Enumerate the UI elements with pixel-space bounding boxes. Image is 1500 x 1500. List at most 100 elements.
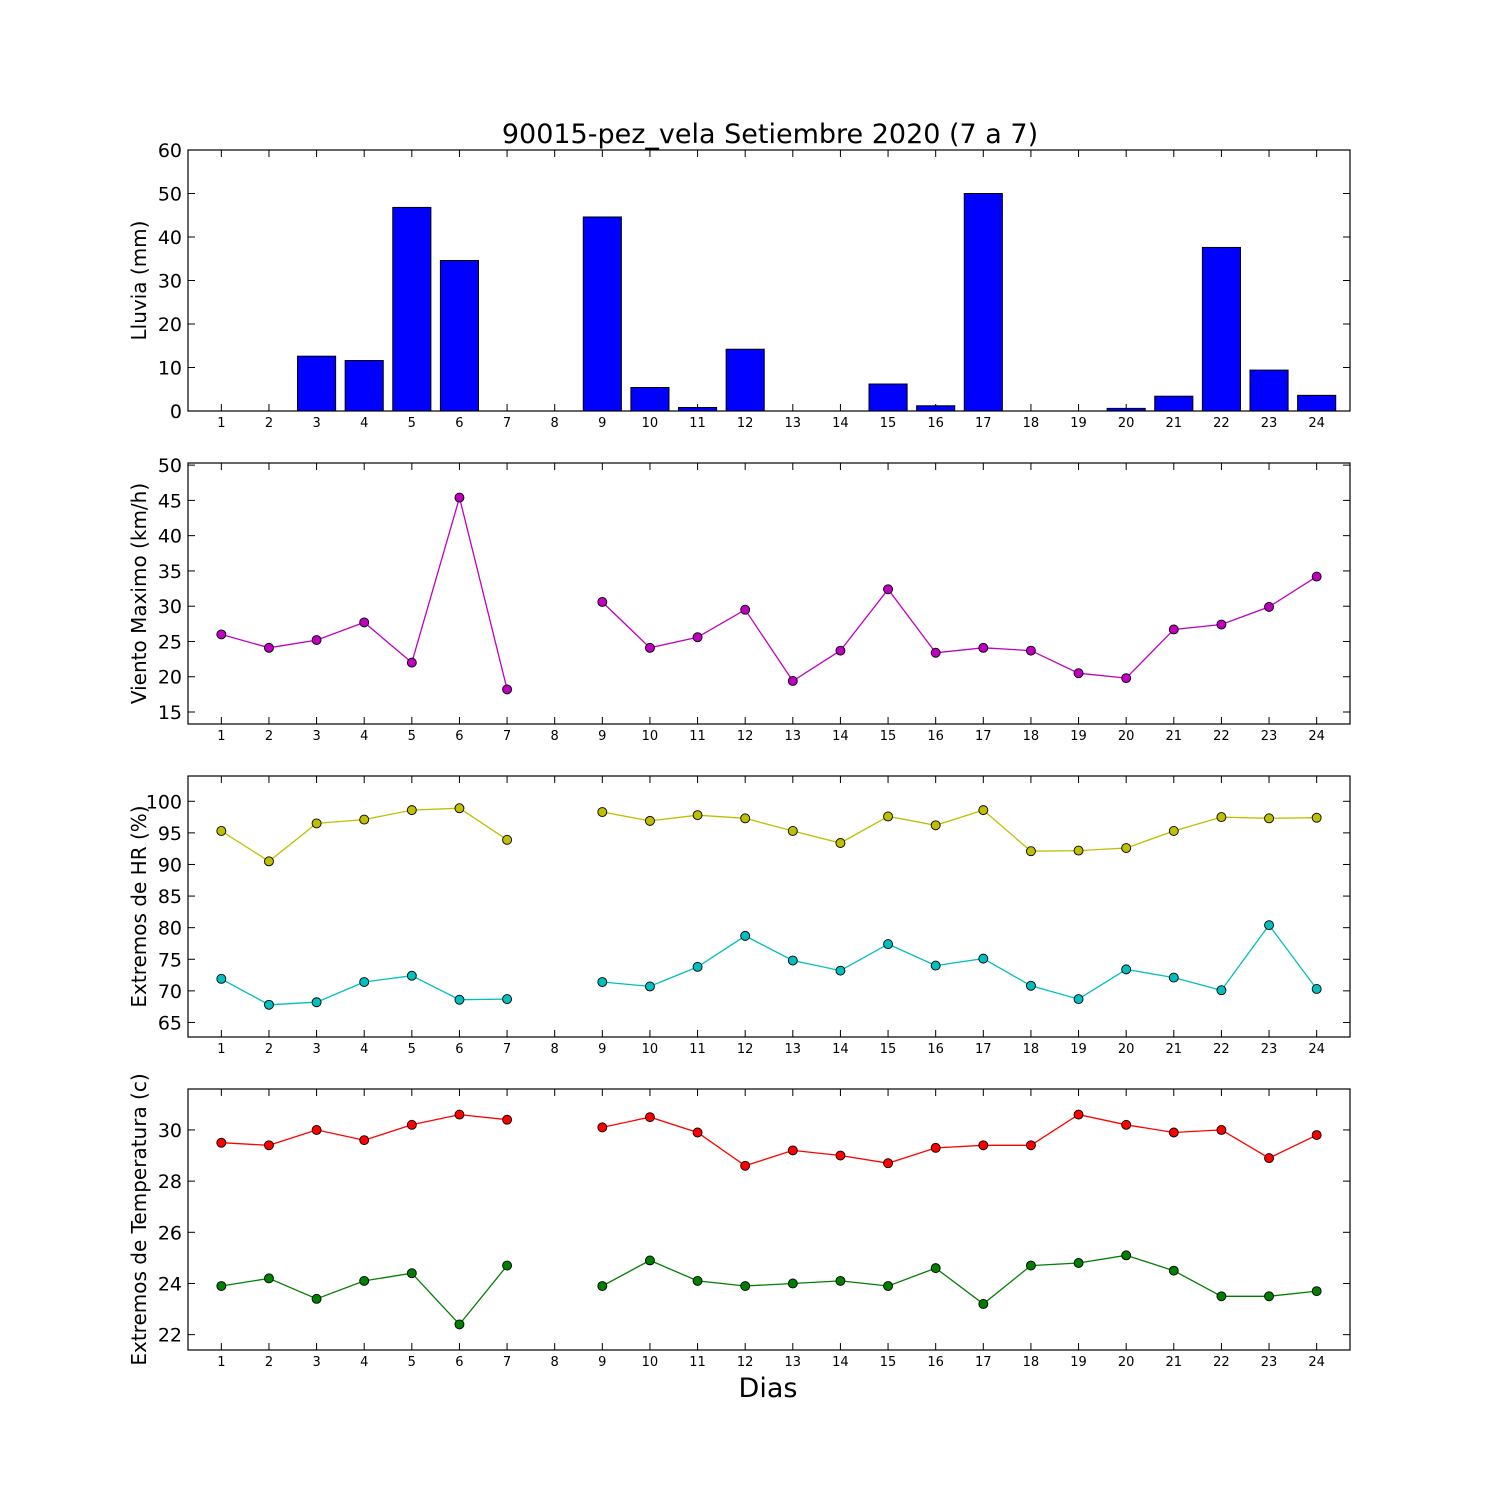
data-point <box>930 647 941 658</box>
data-point <box>740 930 751 941</box>
bar <box>1154 395 1194 412</box>
x-tick-label: 8 <box>551 1042 559 1057</box>
data-point <box>216 973 227 984</box>
x-tick-label: 12 <box>737 1355 754 1370</box>
data-point <box>787 1278 798 1289</box>
y-axis-label: Extremos de Temperatura (c) <box>127 1073 151 1365</box>
x-tick-label: 24 <box>1308 729 1325 744</box>
data-point <box>1264 813 1274 824</box>
data-point <box>1216 812 1227 823</box>
series-line-2 <box>221 1265 508 1326</box>
data-point <box>1121 1119 1132 1130</box>
x-tick-label: 23 <box>1261 1355 1278 1370</box>
data-point <box>264 999 274 1010</box>
data-point <box>597 1281 608 1291</box>
x-tick-label: 9 <box>598 416 606 431</box>
data-point <box>454 803 465 814</box>
y-tick-label: 30 <box>158 1120 182 1142</box>
data-point <box>787 676 798 686</box>
x-tick-label: 1 <box>217 729 225 744</box>
x-tick-label: 23 <box>1261 416 1278 431</box>
data-point <box>1025 1260 1036 1271</box>
x-tick-label: 6 <box>455 416 463 431</box>
data-point <box>930 820 941 831</box>
x-tick-label: 7 <box>503 1355 511 1370</box>
data-point <box>692 810 703 821</box>
x-tick-label: 2 <box>265 1042 273 1057</box>
data-point <box>883 1158 894 1169</box>
x-tick-label: 17 <box>975 1042 992 1057</box>
data-point <box>1264 601 1274 612</box>
data-point <box>978 953 989 964</box>
x-tick-label: 3 <box>312 1355 320 1370</box>
x-axis-label: Dias <box>739 1373 798 1404</box>
x-tick-label: 15 <box>880 416 897 431</box>
data-point <box>978 805 989 816</box>
x-tick-label: 22 <box>1213 416 1230 431</box>
x-tick-label: 19 <box>1070 1042 1087 1057</box>
y-tick-label: 45 <box>158 490 182 512</box>
x-tick-label: 14 <box>832 1355 849 1370</box>
x-tick-label: 16 <box>927 416 944 431</box>
x-tick-label: 5 <box>408 416 416 431</box>
data-point <box>264 1140 274 1151</box>
x-tick-label: 17 <box>975 416 992 431</box>
x-tick-label: 5 <box>408 729 416 744</box>
x-tick-label: 16 <box>927 1042 944 1057</box>
data-point <box>311 1124 322 1135</box>
x-tick-label: 18 <box>1023 416 1040 431</box>
data-point <box>406 970 417 981</box>
x-tick-label: 5 <box>408 1042 416 1057</box>
data-point <box>1168 1127 1179 1138</box>
x-tick-label: 20 <box>1118 1355 1135 1370</box>
data-point <box>835 645 846 656</box>
data-point <box>1168 624 1179 635</box>
x-tick-label: 4 <box>360 729 368 744</box>
data-point <box>692 632 703 643</box>
y-tick-label: 40 <box>158 227 182 249</box>
data-point <box>359 617 370 628</box>
y-tick-label: 30 <box>158 596 182 618</box>
data-point <box>883 811 894 822</box>
x-tick-label: 1 <box>217 1355 225 1370</box>
data-point <box>930 1263 941 1274</box>
y-tick-label: 80 <box>158 918 182 940</box>
x-tick-label: 13 <box>785 416 802 431</box>
y-axis-label: Viento Maximo (km/h) <box>127 483 151 704</box>
x-tick-label: 6 <box>455 729 463 744</box>
x-tick-label: 3 <box>312 416 320 431</box>
y-tick-label: 90 <box>158 854 182 876</box>
x-tick-label: 12 <box>737 1042 754 1057</box>
x-tick-label: 9 <box>598 1355 606 1370</box>
data-point <box>454 1109 465 1120</box>
x-tick-label: 4 <box>360 416 368 431</box>
data-point <box>883 939 894 950</box>
data-point <box>216 1281 227 1291</box>
data-point <box>1121 964 1132 975</box>
bar <box>916 405 956 412</box>
data-point <box>787 826 798 836</box>
data-point <box>644 981 655 992</box>
y-tick-label: 65 <box>158 1012 182 1034</box>
data-point <box>264 1273 274 1284</box>
x-tick-label: 15 <box>880 1042 897 1057</box>
data-point <box>264 642 274 653</box>
y-tick-label: 50 <box>158 455 182 477</box>
data-point <box>502 1260 513 1271</box>
x-tick-label: 18 <box>1023 1042 1040 1057</box>
x-tick-label: 3 <box>312 1042 320 1057</box>
x-tick-label: 5 <box>408 1355 416 1370</box>
data-point <box>978 1298 989 1309</box>
data-point <box>1073 1258 1084 1268</box>
x-tick-label: 24 <box>1308 1042 1325 1057</box>
data-point <box>1121 1250 1132 1261</box>
x-tick-label: 14 <box>832 729 849 744</box>
bar <box>963 193 1003 412</box>
x-tick-label: 9 <box>598 1042 606 1057</box>
data-point <box>1311 1286 1322 1297</box>
data-point <box>359 1135 370 1146</box>
x-tick-label: 13 <box>785 729 802 744</box>
bar <box>1297 394 1337 412</box>
